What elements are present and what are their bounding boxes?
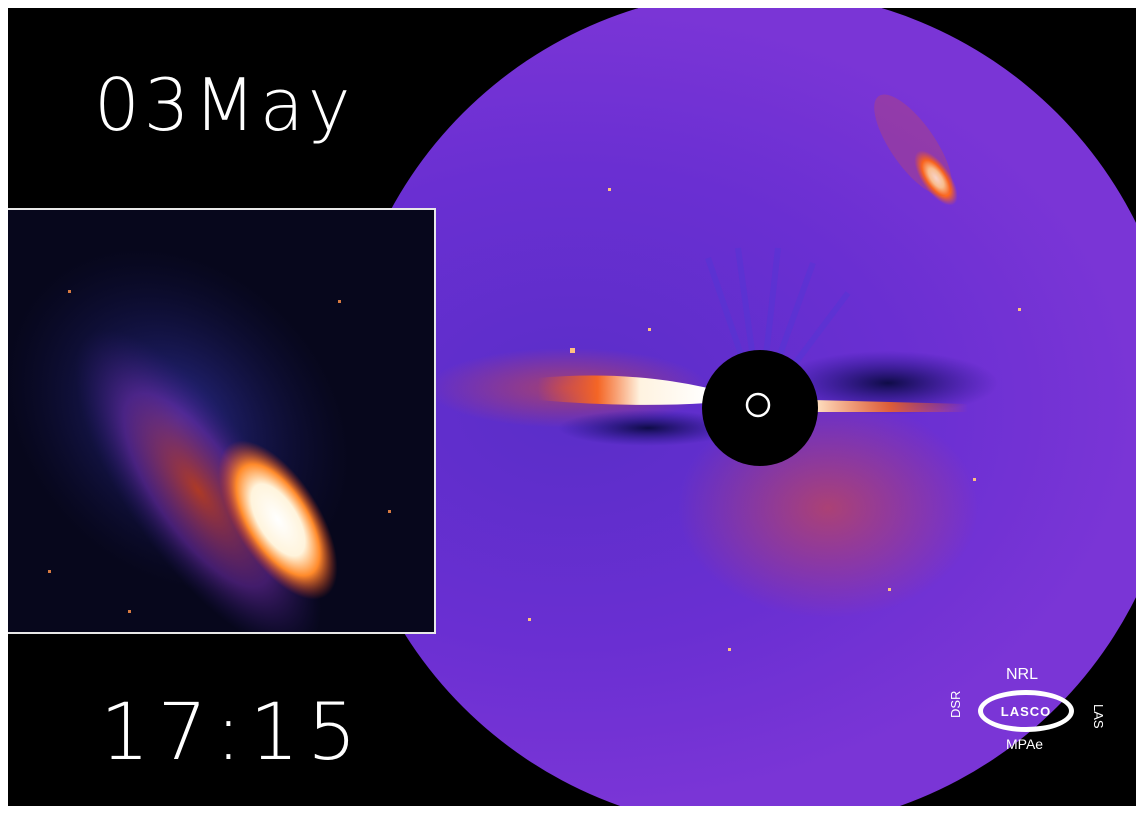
logo-lasco-text: LASCO [1000,703,1052,719]
logo-dsr-text: DSR [948,690,963,718]
logo-mpae-text: MPAe [1006,736,1044,752]
coronagraph-frame: 03May 17:15 NRL LASCO MPAe DSR LAS [8,8,1136,806]
date-label: 03May [94,63,355,147]
time-label: 17:15 [100,688,365,778]
logo-nrl-text: NRL [1006,666,1039,683]
comet-inset-image [8,208,436,634]
logo-ellipse: LASCO [978,690,1074,732]
coronagraph-image [340,8,1136,806]
logo-las-text: LAS [1091,704,1106,729]
lasco-logo: NRL LASCO MPAe DSR LAS [938,648,1118,778]
